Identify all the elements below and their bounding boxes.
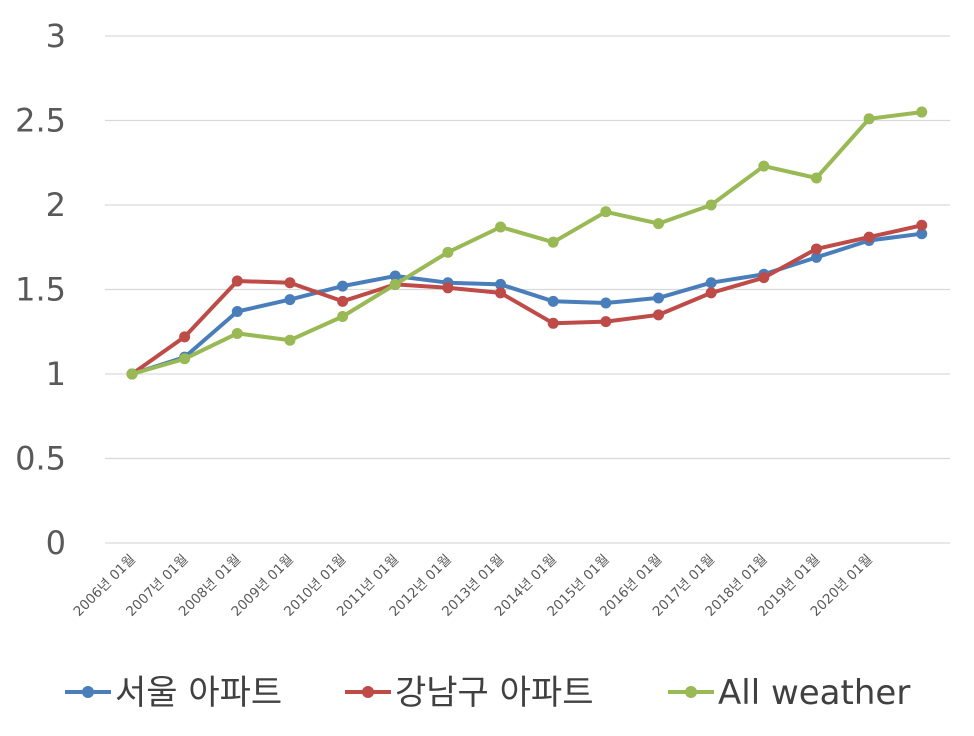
data-point <box>810 172 822 184</box>
data-point <box>231 305 243 317</box>
data-point <box>600 206 612 218</box>
y-tick-label: 0.5 <box>15 440 66 478</box>
data-point <box>810 251 822 263</box>
series-lines <box>126 106 928 380</box>
data-point <box>705 277 717 289</box>
legend-marker <box>82 686 94 698</box>
series-line <box>130 231 924 376</box>
data-point <box>389 270 401 282</box>
data-point <box>442 282 454 294</box>
data-point <box>547 317 559 329</box>
y-tick-label: 1.5 <box>15 271 66 309</box>
data-point <box>600 297 612 309</box>
data-point <box>389 278 401 290</box>
data-point <box>337 280 349 292</box>
data-point <box>231 327 243 339</box>
legend-label: 서울 아파트 <box>115 673 282 713</box>
data-point <box>916 228 928 240</box>
series-group <box>126 106 928 380</box>
legend: 서울 아파트 강남구 아파트 All weather <box>65 673 910 713</box>
data-point <box>547 295 559 307</box>
data-point <box>284 294 296 306</box>
y-tick-label: 3 <box>46 17 66 55</box>
data-point <box>337 311 349 323</box>
y-tick-label: 2.5 <box>15 102 66 140</box>
data-point <box>863 113 875 125</box>
data-point <box>284 277 296 289</box>
data-point <box>758 272 770 284</box>
data-point <box>863 231 875 243</box>
data-point <box>810 243 822 255</box>
legend-item: 강남구 아파트 <box>345 673 594 713</box>
data-point <box>495 287 507 299</box>
y-tick-label: 0 <box>46 524 66 562</box>
data-point <box>916 219 928 231</box>
data-point <box>284 334 296 346</box>
data-point <box>653 218 664 230</box>
data-point <box>705 287 717 299</box>
data-point <box>495 221 507 233</box>
data-point <box>653 292 664 304</box>
data-point <box>442 246 454 258</box>
legend-item: 서울 아파트 <box>65 673 282 713</box>
data-point <box>337 295 349 307</box>
data-point <box>758 160 770 172</box>
data-point <box>126 368 138 380</box>
legend-item: All weather <box>668 673 910 713</box>
y-axis: 0 0.5 1 1.5 2 2.5 3 <box>15 17 66 562</box>
data-point <box>547 236 559 248</box>
data-point <box>705 199 717 211</box>
series-group <box>126 228 928 380</box>
data-point <box>179 353 191 365</box>
legend-marker <box>685 686 697 698</box>
series-group <box>126 219 928 380</box>
data-point <box>231 275 243 287</box>
data-point <box>600 316 612 328</box>
legend-label: 강남구 아파트 <box>395 673 594 713</box>
data-point <box>653 309 664 321</box>
series-line <box>130 223 924 376</box>
data-point <box>916 106 928 118</box>
series-line <box>130 110 924 376</box>
data-point <box>495 278 507 290</box>
gridlines <box>105 35 950 544</box>
y-tick-label: 2 <box>46 186 66 224</box>
data-point <box>179 331 191 343</box>
legend-marker <box>362 686 374 698</box>
y-tick-label: 1 <box>46 355 66 393</box>
legend-label: All weather <box>718 673 910 713</box>
